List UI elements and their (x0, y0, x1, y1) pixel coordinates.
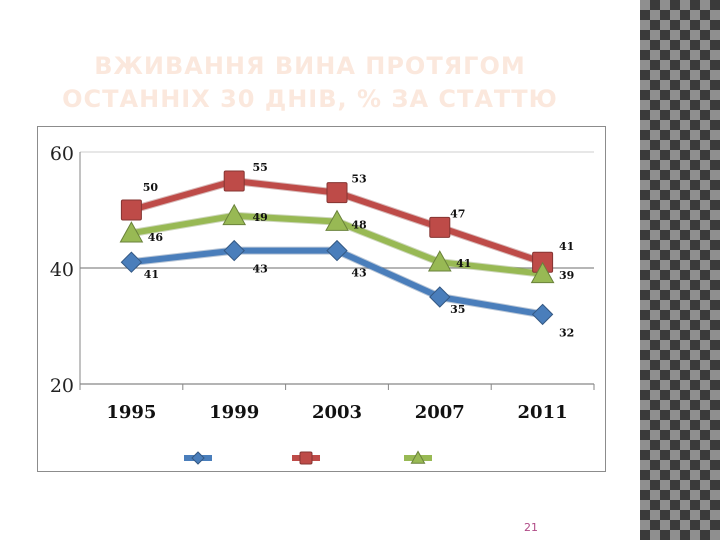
x-tick-label: 2007 (415, 402, 465, 423)
data-point-marker (427, 250, 452, 272)
data-label: 47 (450, 207, 465, 220)
x-tick-label: 2003 (312, 402, 362, 423)
x-tick-label: 2011 (518, 402, 568, 423)
data-label: 50 (143, 181, 159, 194)
data-label: 39 (559, 269, 574, 282)
line-chart: 20 40 60 1995 1999 2003 2007 2011 41 43 43 35 32 50 55… (50, 143, 595, 465)
data-label: 41 (559, 240, 574, 253)
data-point-marker (222, 203, 247, 226)
y-tick-label: 60 (50, 143, 74, 165)
data-label: 41 (144, 268, 159, 281)
slide-title: ВЖИВАННЯ ВИНА ПРОТЯГОМ ОСТАННІХ 30 ДНІВ,… (30, 50, 590, 116)
data-point-marker (119, 221, 144, 243)
data-point-marker (325, 209, 349, 231)
legend-marker (410, 450, 426, 464)
data-point-marker (223, 239, 245, 262)
data-label: 41 (456, 257, 471, 270)
data-point-marker (530, 261, 555, 284)
data-point-marker (429, 216, 451, 238)
data-point-marker (326, 239, 348, 262)
data-point-marker (326, 182, 348, 204)
data-label: 53 (351, 173, 366, 186)
chart-frame: 20 40 60 1995 1999 2003 2007 2011 41 43 43 35 32 50 55… (37, 126, 606, 472)
data-point-marker (120, 199, 142, 221)
data-point-marker (223, 170, 245, 192)
data-point-marker (120, 251, 143, 273)
data-label: 43 (351, 267, 366, 280)
data-point-marker (531, 303, 554, 326)
y-tick-label: 20 (50, 375, 74, 397)
legend-marker (299, 451, 313, 465)
x-tick-label: 1999 (209, 402, 259, 423)
data-label: 46 (148, 231, 164, 244)
y-tick-label: 40 (50, 259, 74, 281)
slide-title-line-1: ВЖИВАННЯ ВИНА ПРОТЯГОМ (94, 52, 526, 80)
decorative-side-strip (640, 0, 720, 540)
data-label: 55 (253, 161, 268, 174)
data-label: 43 (253, 263, 268, 276)
data-label: 35 (450, 303, 465, 316)
slide-title-line-2: ОСТАННІХ 30 ДНІВ, % ЗА СТАТТЮ (62, 85, 558, 113)
data-label: 48 (351, 219, 367, 232)
data-point-marker (429, 286, 451, 308)
legend-marker (191, 451, 205, 465)
data-label: 49 (253, 211, 268, 224)
data-label: 32 (559, 326, 574, 339)
page-number: 21 (524, 521, 538, 534)
x-tick-label: 1995 (106, 402, 156, 423)
